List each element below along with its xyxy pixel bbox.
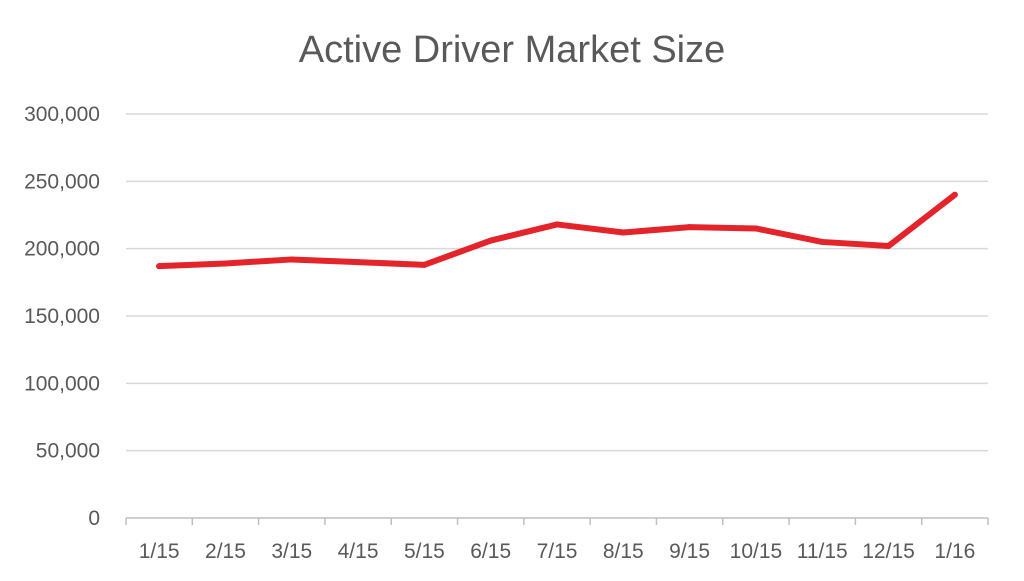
y-tick-label: 200,000 (24, 238, 100, 261)
data-point (885, 242, 892, 249)
data-point (819, 238, 826, 245)
series-line (156, 191, 958, 270)
x-tick-label: 4/15 (338, 540, 379, 563)
y-tick-label: 250,000 (24, 170, 100, 193)
data-point (355, 259, 362, 266)
y-tick-label: 100,000 (24, 372, 100, 395)
x-tick-label: 7/15 (537, 540, 578, 563)
data-point (752, 225, 759, 232)
data-point (554, 221, 560, 228)
x-tick-label: 5/15 (404, 540, 445, 563)
data-point (487, 237, 494, 244)
data-point (222, 260, 229, 267)
x-tick-label: 6/15 (470, 540, 511, 563)
gridlines (126, 113, 988, 452)
data-point (951, 191, 958, 198)
x-tick-label: 8/15 (603, 540, 644, 563)
x-tick-label: 2/15 (205, 540, 246, 563)
x-tick-label: 9/15 (669, 540, 710, 563)
x-tick-label: 11/15 (797, 540, 848, 563)
data-point (288, 256, 295, 263)
x-tick-label: 12/15 (862, 540, 915, 563)
y-tick-label: 300,000 (24, 103, 100, 126)
y-axis-tick-labels: 0 50,000 100,000 150,000 200,000 250,000 300,0… (24, 103, 100, 530)
y-tick-label: 150,000 (24, 305, 100, 328)
y-tick-label: 0 (88, 507, 100, 530)
y-tick-label: 50,000 (36, 440, 100, 463)
data-point (156, 263, 163, 270)
series-layer (156, 191, 958, 270)
x-axis-tick-labels: 1/15 2/15 3/15 4/15 5/15 6/15 7/15 8/15 9/15 10/1… (139, 540, 976, 563)
data-point (421, 261, 428, 268)
x-tick-label: 1/16 (934, 540, 975, 563)
chart-title: Active Driver Market Size (299, 29, 726, 71)
data-point (620, 229, 627, 236)
x-tick-label: 3/15 (271, 540, 312, 563)
x-tick-label: 10/15 (730, 540, 783, 563)
x-axis (125, 517, 989, 525)
x-tick-label: 1/15 (139, 540, 180, 563)
data-point (686, 224, 693, 231)
